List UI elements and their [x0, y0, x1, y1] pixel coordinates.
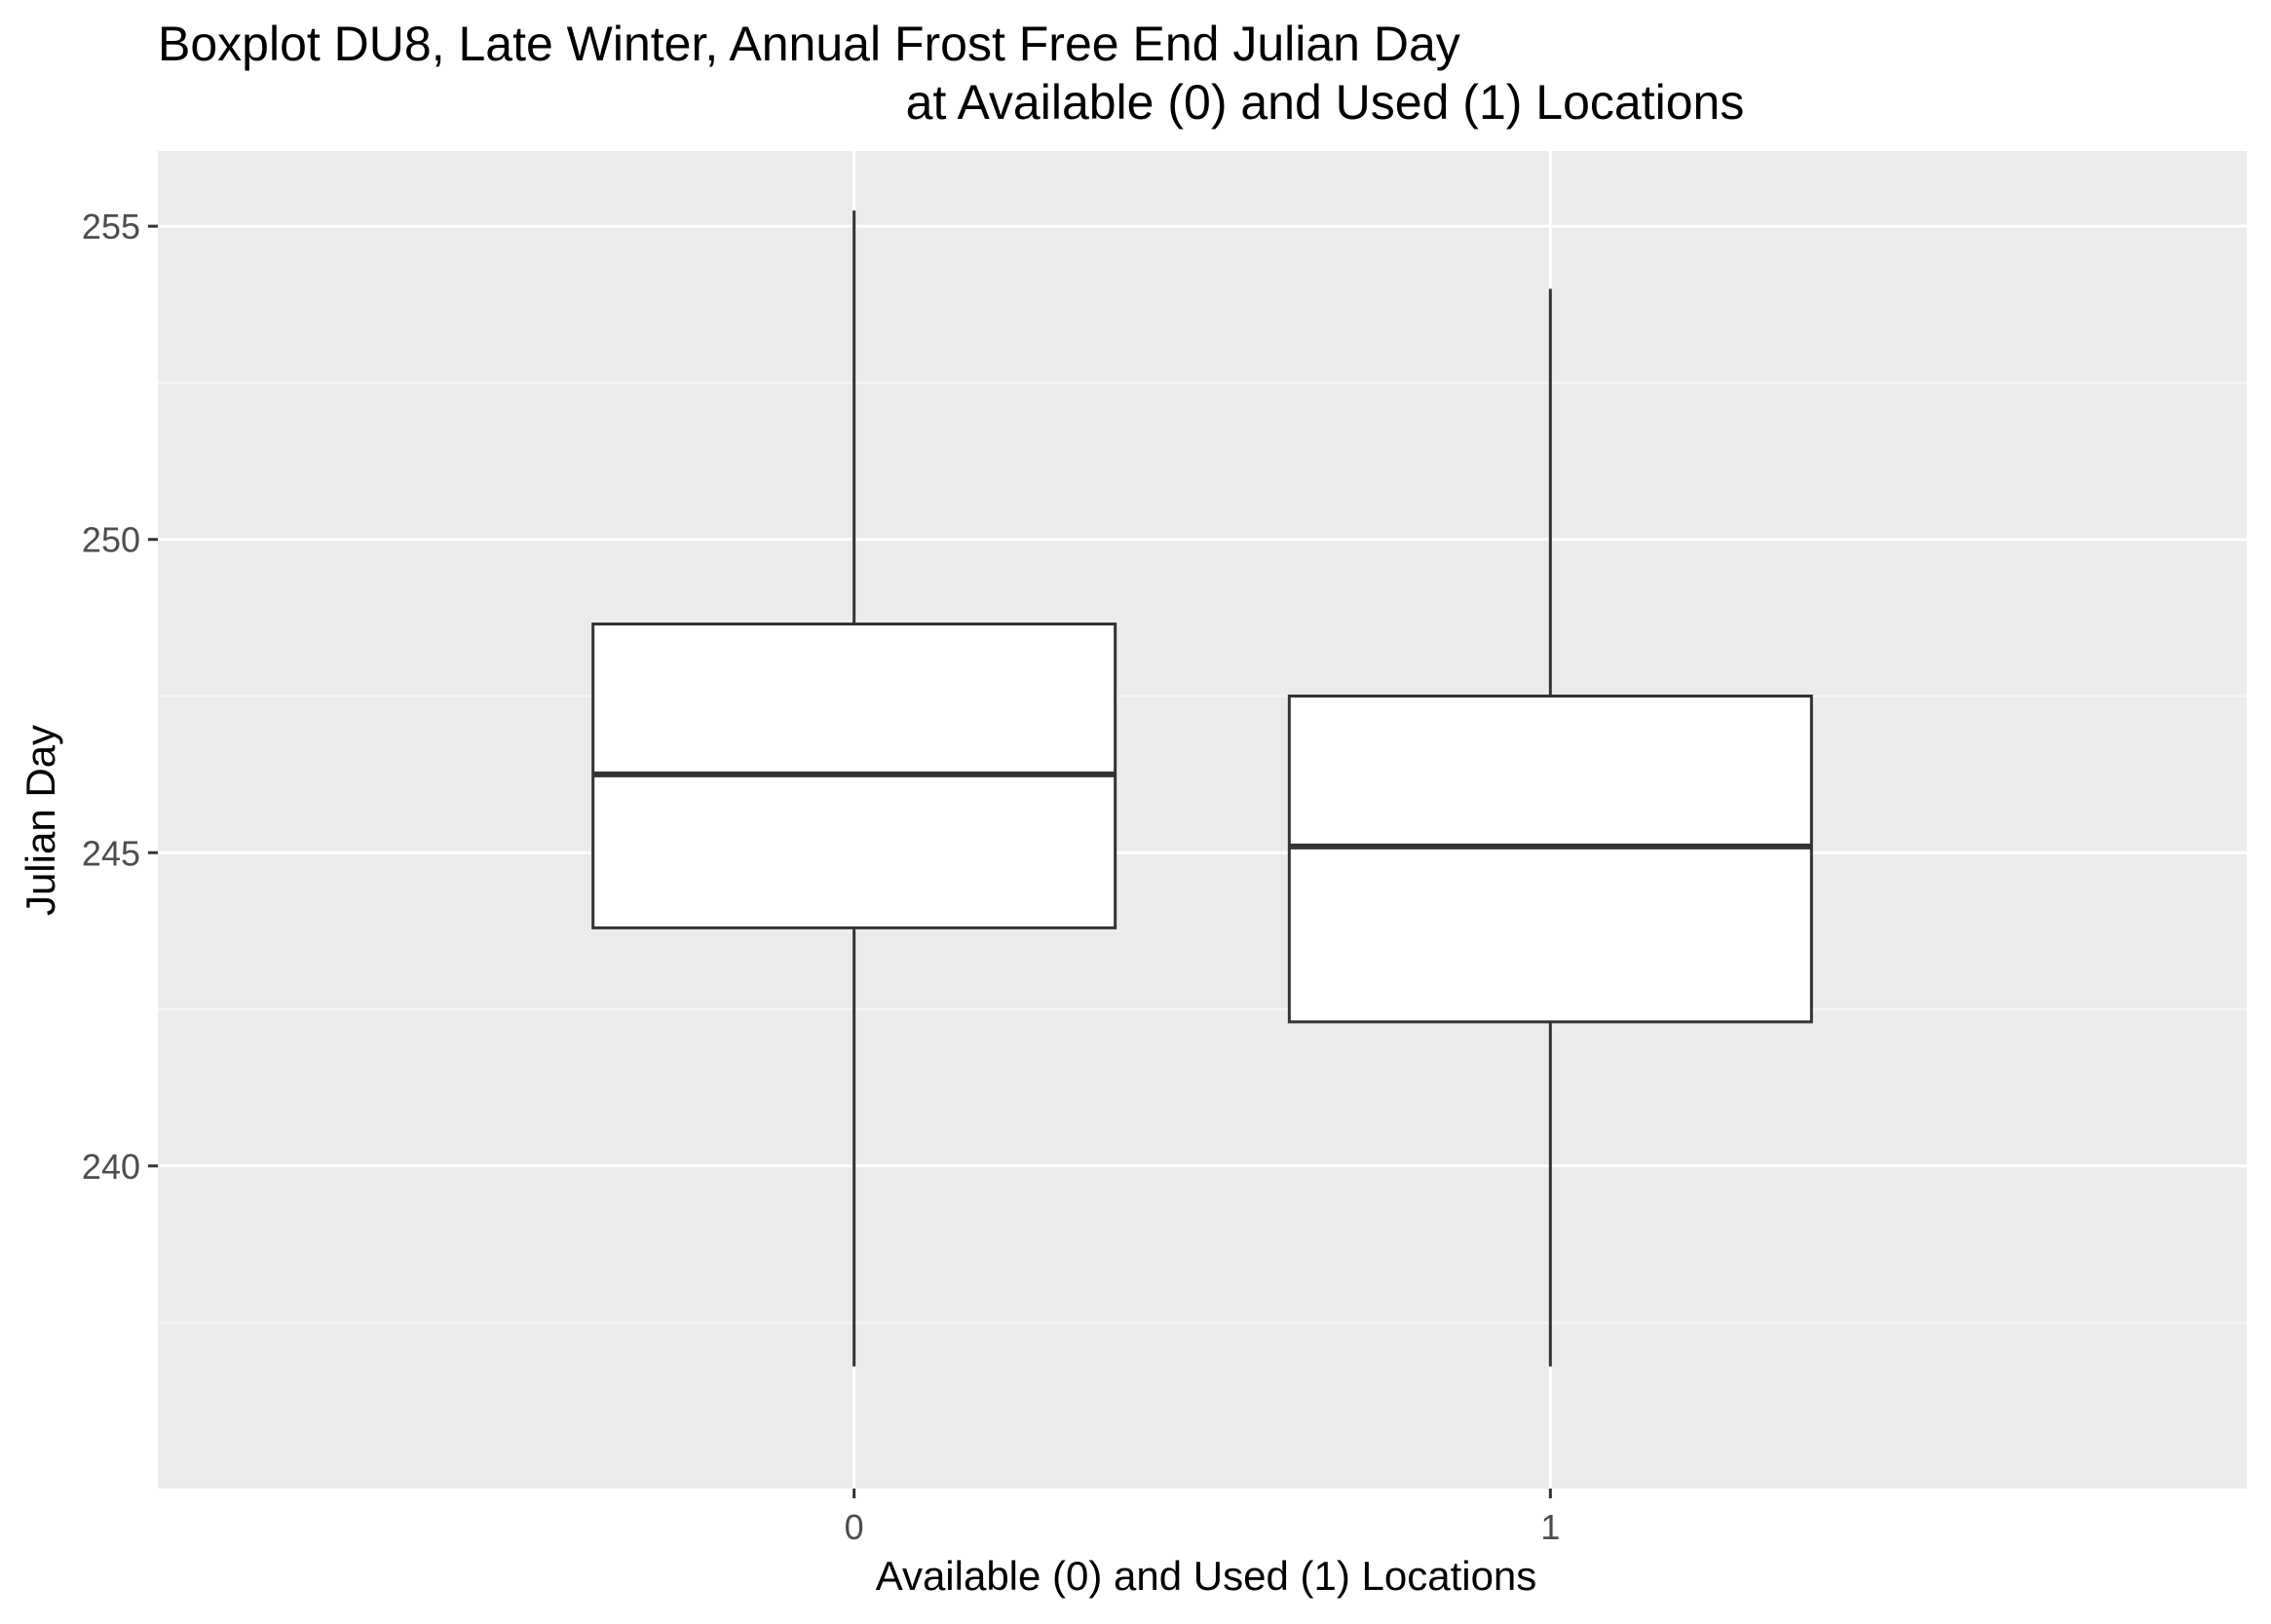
- box-1: [1287, 694, 1813, 1024]
- plot-panel: [158, 151, 2247, 1489]
- chart-title: Boxplot DU8, Late Winter, Annual Frost F…: [158, 17, 1460, 71]
- plot-area: 240 245 250 255 0 1: [82, 151, 2247, 1547]
- y-tick-label: 255: [82, 207, 140, 246]
- y-axis-label: Julian Day: [18, 725, 63, 916]
- chart-subtitle: at Available (0) and Used (1) Locations: [906, 75, 1745, 130]
- y-tick-label: 250: [82, 520, 140, 560]
- y-tick-label: 240: [82, 1147, 140, 1187]
- x-tick-label: 0: [845, 1507, 864, 1547]
- y-tick-label: 245: [82, 833, 140, 873]
- x-tick-label: 1: [1540, 1507, 1560, 1547]
- x-axis-label: Available (0) and Used (1) Locations: [876, 1553, 1537, 1599]
